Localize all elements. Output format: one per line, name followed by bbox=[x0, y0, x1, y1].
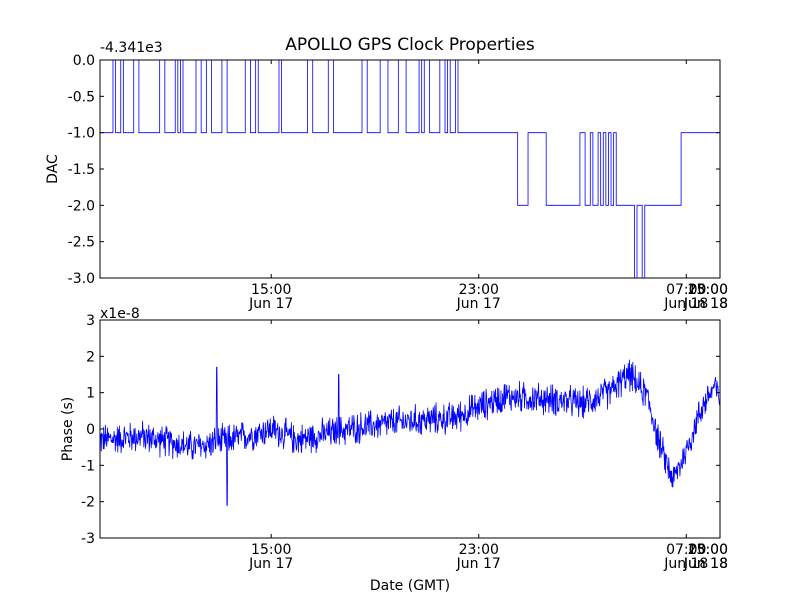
phase-x-tick-date: Jun 18 bbox=[683, 556, 728, 572]
phase-series-line bbox=[100, 359, 720, 506]
dac-y-tick-label: -1.0 bbox=[68, 126, 95, 142]
phase-series-group bbox=[100, 359, 720, 506]
dac-x-tick-time: 23:00 bbox=[688, 282, 728, 298]
phase-y-tick-label: 2 bbox=[86, 349, 95, 365]
dac-x-tick-date: Jun 17 bbox=[456, 296, 501, 312]
phase-x-tick-date: Jun 17 bbox=[456, 556, 501, 572]
phase-y-axis-label: Phase (s) bbox=[60, 397, 76, 461]
phase-x-tick-time: 15:00 bbox=[688, 542, 728, 558]
dac-x-tick-time: 23:00 bbox=[459, 282, 499, 298]
dac-y-tick-label: -2.0 bbox=[68, 198, 95, 214]
dac-x-tick-time: 07:00 bbox=[666, 282, 706, 298]
phase-offset-label: x1e-8 bbox=[100, 306, 140, 322]
dac-x-tick-date: Jun 18 bbox=[663, 296, 708, 312]
phase-x-tick-time: 07:00 bbox=[666, 542, 706, 558]
phase-x-tick-time: 23:00 bbox=[459, 542, 499, 558]
dac-x-tick-date: Jun 18 bbox=[683, 296, 728, 312]
phase-x-tick-date: Jun 18 bbox=[663, 556, 708, 572]
dac-x-tick-time: 15:00 bbox=[688, 282, 728, 298]
phase-y-tick-label: 3 bbox=[86, 313, 95, 329]
x-axis-label: Date (GMT) bbox=[370, 578, 450, 594]
phase-x-tick-date: Jun 18 bbox=[683, 556, 728, 572]
dac-y-tick-label: -3.0 bbox=[68, 271, 95, 287]
phase-y-tick-label: 1 bbox=[86, 386, 95, 402]
dac-y-tick-label: -1.5 bbox=[68, 162, 95, 178]
dac-y-ticks: 0.0 -0.5 -1.0 -1.5 -2.0 -2.5 -3.0 bbox=[68, 53, 720, 287]
dac-offset-label: -4.341e3 bbox=[100, 40, 163, 56]
chart-title: APOLLO GPS Clock Properties bbox=[285, 35, 535, 55]
phase-y-tick-label: -3 bbox=[81, 531, 95, 547]
phase-x-tick-time: 23:00 bbox=[688, 542, 728, 558]
phase-y-ticks: 3 2 1 0 -1 -2 -3 bbox=[81, 313, 720, 547]
phase-x-tick-time: 15:00 bbox=[251, 542, 291, 558]
dac-x-tick-time: 15:00 bbox=[251, 282, 291, 298]
dac-y-tick-label: 0.0 bbox=[73, 53, 95, 69]
dac-y-tick-label: -0.5 bbox=[68, 89, 95, 105]
phase-y-tick-label: -1 bbox=[81, 458, 95, 474]
dac-x-tick-date: Jun 18 bbox=[683, 296, 728, 312]
dac-y-axis-label: DAC bbox=[45, 154, 61, 184]
phase-x-tick-date: Jun 17 bbox=[248, 556, 293, 572]
dac-y-tick-label: -2.5 bbox=[68, 235, 95, 251]
phase-y-tick-label: -2 bbox=[81, 495, 95, 511]
phase-y-tick-label: 0 bbox=[86, 422, 95, 438]
dac-x-tick-date: Jun 17 bbox=[248, 296, 293, 312]
